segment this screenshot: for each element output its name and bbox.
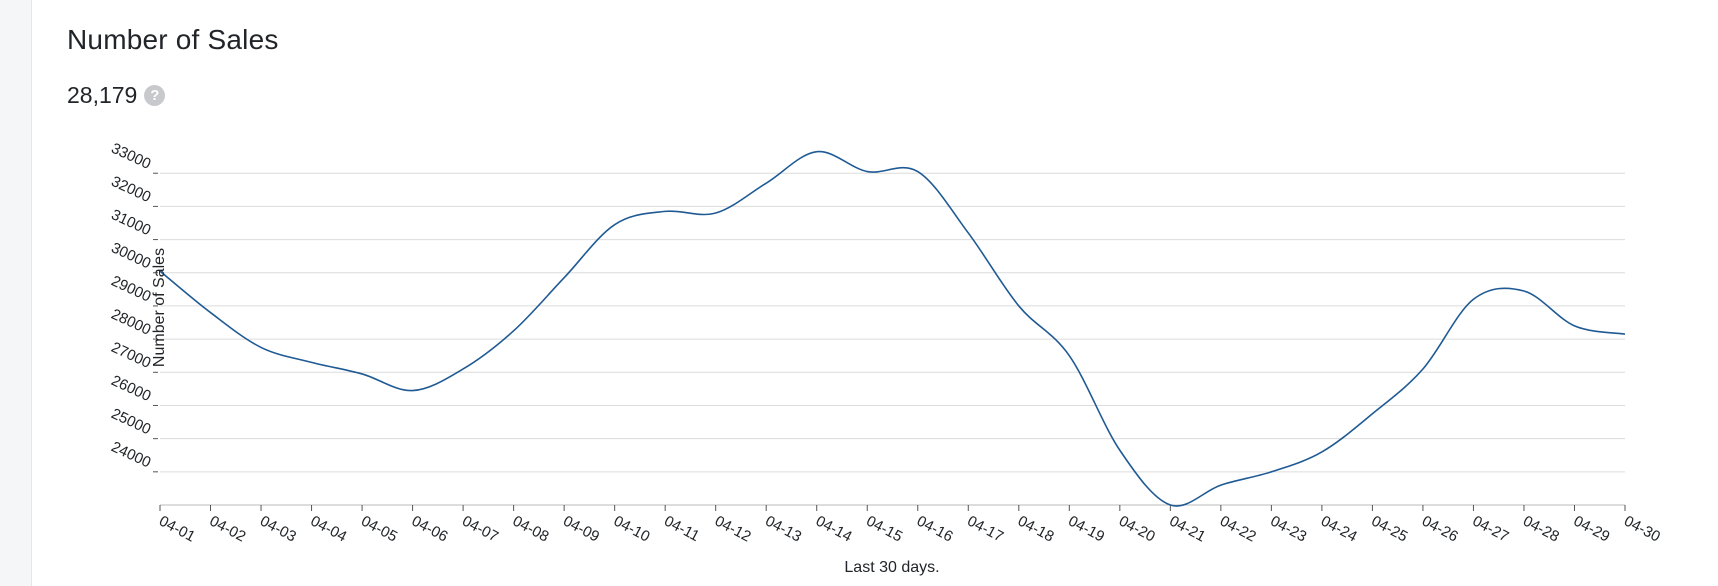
x-tick-label: 04-01 [156, 513, 198, 546]
y-tick-label: 24000 [108, 438, 153, 471]
x-tick-label: 04-16 [914, 513, 956, 546]
y-tick-label: 27000 [108, 339, 153, 372]
y-tick-label: 29000 [108, 273, 153, 306]
x-tick-label: 04-08 [510, 513, 552, 546]
sales-card: Number of Sales 28,179 ? [31, 0, 1718, 586]
data-point[interactable] [1265, 466, 1277, 478]
data-point[interactable] [1063, 350, 1075, 362]
data-point[interactable] [1366, 408, 1378, 420]
x-tick-label: 04-02 [207, 513, 249, 546]
data-point[interactable] [760, 177, 772, 189]
x-tick-label: 04-20 [1116, 513, 1158, 546]
x-tick-label: 04-10 [611, 513, 653, 546]
x-tick-label: 04-14 [813, 513, 855, 546]
x-tick-label: 04-19 [1065, 513, 1107, 546]
y-tick-label: 31000 [108, 206, 153, 239]
data-point[interactable] [1316, 446, 1328, 458]
data-point[interactable] [1467, 293, 1479, 305]
x-tick-label: 04-04 [308, 513, 350, 546]
x-tick-label: 04-21 [1166, 513, 1208, 546]
x-tick-label: 04-26 [1419, 513, 1461, 546]
data-point[interactable] [1215, 479, 1227, 491]
data-point[interactable] [407, 385, 419, 397]
data-point[interactable] [609, 219, 621, 231]
data-point[interactable] [1619, 328, 1631, 340]
data-point[interactable] [659, 205, 671, 217]
x-tick-label: 04-03 [257, 513, 299, 546]
x-tick-label: 04-17 [964, 513, 1006, 546]
data-point[interactable] [811, 146, 823, 158]
data-point[interactable] [962, 227, 974, 239]
x-tick-label: 04-06 [409, 513, 451, 546]
x-tick-label: 04-30 [1621, 513, 1663, 546]
x-tick-label: 04-07 [459, 513, 501, 546]
question-circle-icon[interactable]: ? [144, 85, 166, 106]
x-tick-label: 04-28 [1520, 513, 1562, 546]
x-tick-label: 04-18 [1015, 513, 1057, 546]
x-tick-label: 04-23 [1268, 513, 1310, 546]
x-tick-label: 04-24 [1318, 513, 1360, 546]
x-tick-label: 04-12 [712, 513, 754, 546]
data-point[interactable] [457, 363, 469, 375]
y-tick-label: 32000 [108, 173, 153, 206]
kpi-row: 28,179 ? [67, 82, 166, 109]
data-point[interactable] [255, 341, 267, 353]
x-tick-label: 04-11 [661, 513, 702, 546]
x-tick-label: 04-15 [863, 513, 905, 546]
x-tick-label: 04-25 [1369, 513, 1411, 546]
x-tick-label: 04-22 [1217, 513, 1259, 546]
y-tick-label: 25000 [108, 405, 153, 438]
data-point[interactable] [1417, 363, 1429, 375]
data-point[interactable] [1164, 499, 1176, 511]
data-point[interactable] [508, 325, 520, 337]
left-sidebar-edge [0, 0, 32, 586]
x-tick-label: 04-27 [1470, 513, 1512, 546]
y-tick-label: 30000 [108, 239, 153, 272]
data-point[interactable] [1518, 285, 1530, 297]
kpi-value: 28,179 [67, 82, 138, 108]
y-tick-label: 26000 [108, 372, 153, 405]
y-tick-label: 28000 [108, 306, 153, 339]
data-point[interactable] [356, 368, 368, 380]
card-title: Number of Sales [67, 24, 279, 55]
x-tick-label: 04-05 [358, 513, 400, 546]
sales-series-line [159, 150, 1626, 507]
y-axis-label: Number of Sales [151, 248, 168, 367]
data-point[interactable] [1114, 444, 1126, 456]
data-point[interactable] [861, 166, 873, 178]
x-axis-label: Last 30 days. [844, 559, 939, 576]
data-point[interactable] [710, 207, 722, 219]
data-point[interactable] [558, 272, 570, 284]
x-tick-label: 04-29 [1571, 513, 1613, 546]
x-tick-label: 04-09 [560, 513, 602, 546]
data-point[interactable] [205, 307, 217, 319]
data-point[interactable] [306, 356, 318, 368]
x-tick-label: 04-13 [762, 513, 804, 546]
data-point[interactable] [912, 166, 924, 178]
y-tick-label: 33000 [108, 140, 153, 173]
data-point[interactable] [1013, 300, 1025, 312]
data-point[interactable] [1568, 320, 1580, 332]
